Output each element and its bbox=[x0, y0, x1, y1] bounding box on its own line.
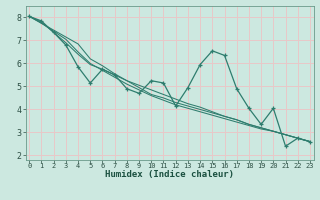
X-axis label: Humidex (Indice chaleur): Humidex (Indice chaleur) bbox=[105, 170, 234, 179]
